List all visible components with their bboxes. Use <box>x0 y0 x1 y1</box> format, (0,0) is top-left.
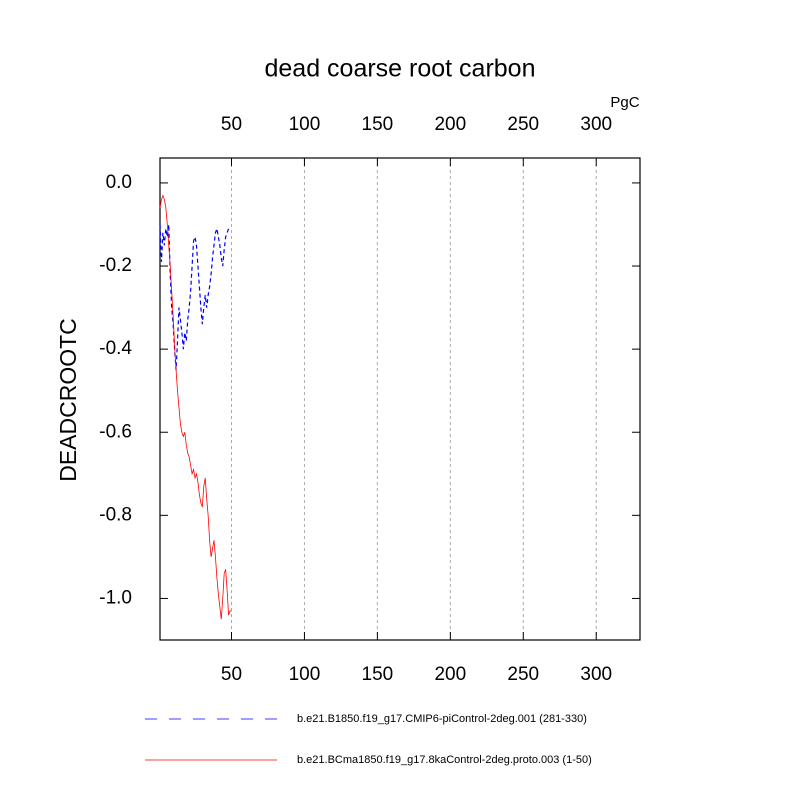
y-axis-label: DEADCROOTC <box>55 318 81 482</box>
x-tick-label: 100 <box>289 664 321 685</box>
x-tick-label-top: 50 <box>221 114 242 135</box>
x-tick-label: 250 <box>507 664 539 685</box>
x-tick-label-top: 200 <box>434 114 466 135</box>
x-tick-label: 200 <box>434 664 466 685</box>
chart-title: dead coarse root carbon <box>264 55 535 83</box>
x-tick-label: 300 <box>580 664 612 685</box>
legend-label: b.e21.B1850.f19_g17.CMIP6-piControl-2deg… <box>297 713 587 725</box>
y-tick-label: -1.0 <box>99 587 132 608</box>
y-tick-label: -0.2 <box>99 255 132 276</box>
y-tick-label: -0.8 <box>99 504 132 525</box>
x-tick-label: 150 <box>362 664 394 685</box>
y-tick-label: 0.0 <box>106 172 132 193</box>
y-tick-label: -0.4 <box>99 338 132 359</box>
y-tick-label: -0.6 <box>99 421 132 442</box>
series-line <box>159 194 232 620</box>
x-tick-label: 50 <box>221 664 242 685</box>
x-tick-label-top: 250 <box>507 114 539 135</box>
x-tick-label-top: 150 <box>362 114 394 135</box>
legend-label: b.e21.BCma1850.f19_g17.8kaControl-2deg.p… <box>297 754 592 766</box>
plot-frame <box>159 157 641 641</box>
series-line <box>159 224 232 370</box>
x-tick-label-top: 300 <box>580 114 612 135</box>
top-axis-unit: PgC <box>610 94 639 111</box>
x-tick-label-top: 100 <box>289 114 321 135</box>
